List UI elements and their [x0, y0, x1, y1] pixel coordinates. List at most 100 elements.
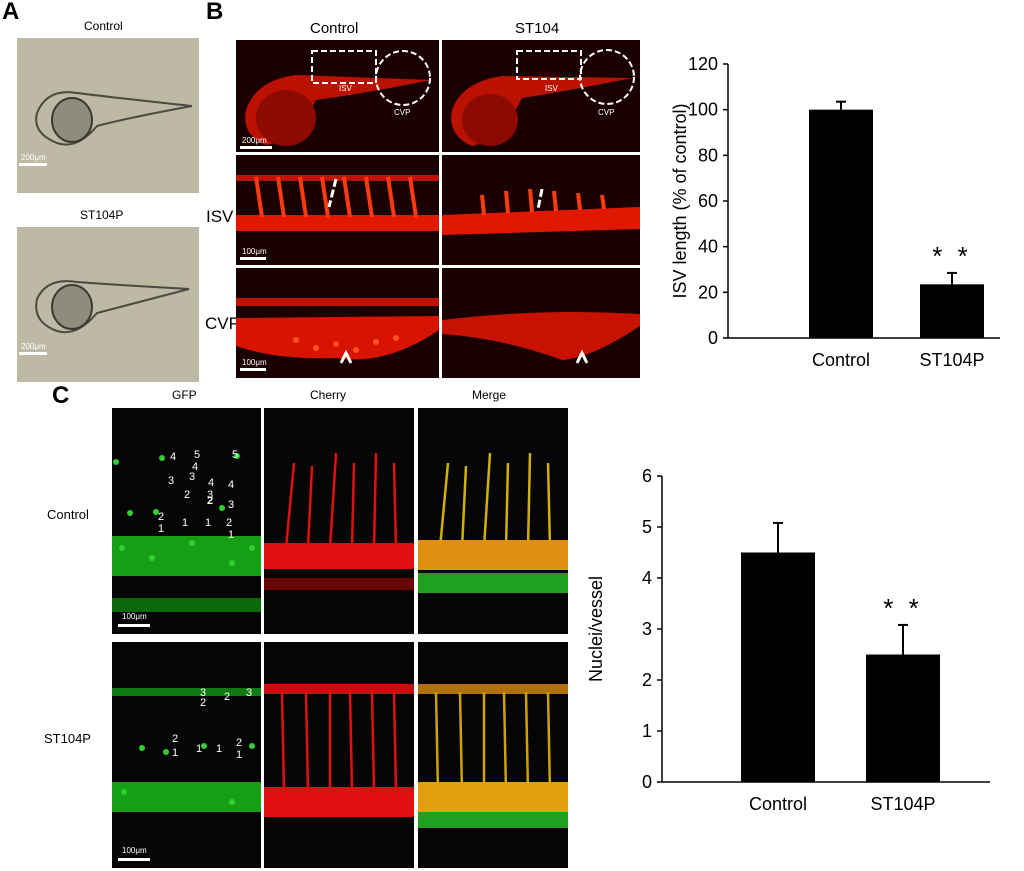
nucleus-number: 5 — [194, 449, 200, 461]
panel-b-label: B — [206, 0, 224, 25]
x-tick-label: ST104P — [919, 350, 984, 370]
nucleus-number: 2 — [226, 517, 232, 529]
scale-label: 200μm — [242, 136, 267, 145]
significance-marker: * * — [932, 241, 971, 271]
nucleus-number: 1 — [205, 517, 211, 529]
nucleus-number: 5 — [232, 449, 238, 461]
nucleus-number: 4 — [228, 479, 234, 491]
y-tick-label: 0 — [708, 328, 718, 348]
merge-st104p-image — [418, 642, 568, 868]
embryo-control-brightfield: 200μm — [17, 38, 199, 193]
y-tick-label: 20 — [698, 282, 718, 302]
scale-bar — [240, 368, 266, 371]
scale-label: 100μm — [122, 846, 147, 855]
nucleus-number: 1 — [172, 747, 178, 759]
cherry-vessels-drawing — [264, 684, 414, 817]
scale-label: 200μm — [21, 342, 46, 351]
row-label-isv: ISV — [206, 207, 234, 226]
y-tick-label: 5 — [642, 517, 652, 537]
y-tick-label: 120 — [688, 54, 718, 74]
panel-c-label: C — [52, 382, 70, 409]
scale-bar — [118, 858, 150, 861]
nucleus-number: 1 — [196, 743, 202, 755]
cvp-control-image: 100μm — [236, 268, 439, 378]
nucleus-number: 4 — [208, 477, 214, 489]
y-tick-label: 0 — [642, 772, 652, 792]
nucleus-number: 3 — [228, 499, 234, 511]
scale-bar — [240, 146, 272, 149]
y-tick-label: 40 — [698, 237, 718, 257]
x-tick-label: Control — [749, 794, 807, 814]
y-axis-label: Nuclei/vessel — [586, 576, 606, 682]
nucleus-number: 3 — [207, 489, 213, 501]
col-label-gfp: GFP — [172, 388, 197, 402]
nucleus-number: 1 — [236, 749, 242, 761]
nucleus-number: 4 — [192, 461, 198, 473]
nucleus-number: 2 — [158, 511, 164, 523]
embryo-control-drawing — [35, 91, 193, 146]
isv-box-label: ISV — [339, 84, 352, 93]
nucleus-number: 3 — [189, 471, 195, 483]
embryo-vasculature-drawing — [245, 50, 431, 146]
scale-label: 200μm — [21, 153, 46, 162]
cvp-circle-label: CVP — [394, 108, 411, 117]
row-label-st104p: ST104P — [44, 731, 91, 746]
merge-overlay-drawing — [418, 684, 568, 828]
panel-a-st104p-title: ST104P — [80, 208, 124, 222]
nucleus-number: 2 — [200, 697, 206, 709]
significance-marker: * * — [883, 593, 922, 623]
scale-bar — [19, 352, 47, 355]
nucleus-number: 2 — [172, 733, 178, 745]
y-tick-label: 1 — [642, 721, 652, 741]
isv-length-chart: 0 20 40 60 80 100 120 ISV length (% of control)… — [670, 54, 1000, 370]
isv-control-image: 100μm — [236, 155, 439, 265]
cherry-control-image — [264, 408, 414, 634]
y-tick-label: 80 — [698, 145, 718, 165]
nucleus-number: 2 — [184, 489, 190, 501]
scale-label: 100μm — [242, 358, 267, 367]
scale-bar — [19, 163, 47, 166]
y-tick-label: 100 — [688, 100, 718, 120]
col-label-cherry: Cherry — [310, 388, 347, 402]
panel-b-st104-title: ST104 — [515, 20, 560, 37]
row-label-control: Control — [47, 507, 89, 522]
col-label-merge: Merge — [472, 388, 507, 402]
panel-b-control-title: Control — [310, 20, 359, 37]
cvp-plexus-drawing — [442, 312, 640, 364]
cvp-circle-label: CVP — [598, 108, 615, 117]
merge-overlay-drawing — [418, 452, 568, 593]
isv-box-label: ISV — [545, 84, 558, 93]
x-tick-label: ST104P — [870, 794, 935, 814]
row-label-cvp: CVP — [205, 314, 240, 333]
embryo-st104-vasculature: ISV CVP — [442, 40, 640, 152]
isv-vessels-drawing — [236, 175, 439, 231]
y-tick-label: 6 — [642, 466, 652, 486]
y-tick-label: 2 — [642, 670, 652, 690]
panel-a-control-title: Control — [84, 19, 123, 33]
bar — [920, 284, 984, 338]
nucleus-number: 2 — [207, 495, 213, 507]
embryo-st104p-drawing — [35, 280, 190, 334]
nucleus-number: 1 — [228, 529, 234, 541]
nucleus-number: 3 — [200, 687, 206, 699]
scale-bar — [118, 624, 150, 627]
scale-label: 100μm — [242, 247, 267, 256]
nucleus-number: 2 — [224, 691, 230, 703]
y-tick-label: 60 — [698, 191, 718, 211]
nucleus-number: 2 — [236, 737, 242, 749]
nucleus-number: 3 — [168, 475, 174, 487]
embryo-control-vasculature: ISV CVP 200μm — [236, 40, 439, 152]
y-tick-label: 3 — [642, 619, 652, 639]
nucleus-number: 1 — [216, 743, 222, 755]
scale-bar — [240, 257, 266, 260]
cvp-st104-image — [442, 268, 640, 378]
cherry-st104p-image — [264, 642, 414, 868]
nucleus-number: 1 — [158, 523, 164, 535]
nuclei-per-vessel-chart: 0 1 2 3 4 5 6 Nuclei/vessel Control ST104P * * — [586, 466, 990, 814]
y-axis-label: ISV length (% of control) — [670, 103, 690, 298]
isv-vessels-drawing — [442, 188, 640, 235]
embryo-vasculature-drawing — [451, 49, 635, 146]
